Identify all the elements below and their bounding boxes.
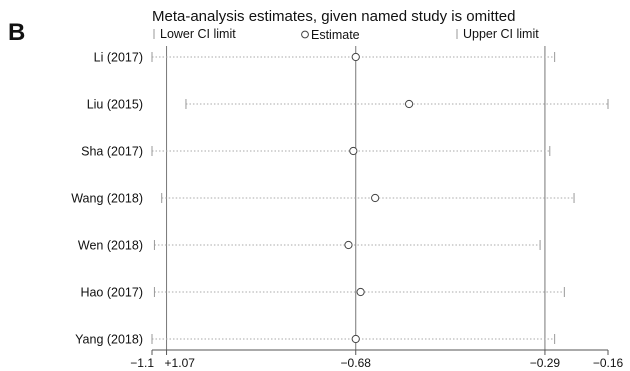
- panel-label: B: [8, 19, 25, 46]
- estimate-point-3: [371, 193, 380, 203]
- study-label-2: Sha (2017): [81, 145, 143, 159]
- study-label-4: Wen (2018): [78, 239, 143, 253]
- estimate-point-2: [349, 146, 358, 156]
- legend-upper-label: Upper CI limit: [463, 27, 539, 41]
- legend-estimate-label: Estimate: [311, 28, 360, 42]
- x-tick-label-2: −0.68: [341, 356, 372, 370]
- estimate-point-4: [344, 240, 353, 250]
- study-label-0: Li (2017): [94, 51, 143, 65]
- estimate-point-1: [405, 99, 414, 109]
- x-tick-label-3: −0.29: [530, 356, 561, 370]
- study-label-3: Wang (2018): [71, 192, 143, 206]
- plot-area: Li (2017) Liu (2015) Sha (2017) Wang (2018)…: [71, 46, 624, 370]
- study-label-6: Yang (2018): [75, 333, 143, 347]
- chart-title: Meta-analysis estimates, given named stu…: [152, 8, 516, 25]
- study-label-5: Hao (2017): [80, 286, 143, 300]
- x-tick-label-4: −0.16: [593, 356, 624, 370]
- legend-lower-label: Lower CI limit: [160, 27, 236, 41]
- study-label-1: Liu (2015): [87, 98, 143, 112]
- x-tick-label-0: −1.1: [130, 356, 154, 370]
- legend: Lower CI limit Estimate Upper CI limit: [153, 27, 539, 42]
- estimate-point-6: [351, 334, 360, 344]
- x-tick-label-1: +1.07: [165, 356, 196, 370]
- legend-estimate-marker: [301, 30, 309, 39]
- estimate-point-0: [351, 52, 360, 62]
- estimate-point-5: [356, 287, 365, 297]
